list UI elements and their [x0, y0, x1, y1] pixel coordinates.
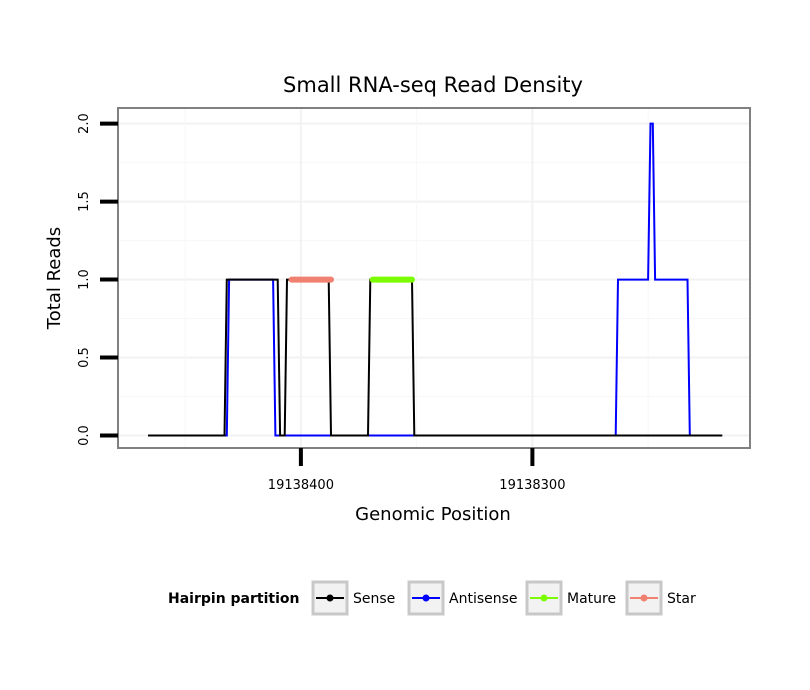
x-tick-label: 19138400 [268, 478, 334, 493]
chart-title: Small RNA-seq Read Density [283, 73, 583, 97]
legend-key-point [540, 594, 548, 602]
x-tick-label: 19138300 [499, 478, 565, 493]
legend-key-point [422, 594, 430, 602]
y-axis-label: Total Reads [44, 227, 65, 330]
legend-label: Sense [353, 591, 395, 607]
legend-label: Star [667, 591, 696, 607]
legend-title: Hairpin partition [168, 591, 299, 607]
legend: Hairpin partition Sense Antisense Mature St… [168, 580, 696, 616]
y-tick-label: 2.0 [77, 113, 92, 134]
plot-panel [118, 108, 750, 448]
series-layer [148, 122, 723, 437]
legend-label: Mature [567, 591, 616, 607]
y-tick-label: 0.0 [77, 425, 92, 446]
y-tick-label: 1.0 [77, 269, 92, 290]
y-tick-label: 0.5 [77, 347, 92, 368]
x-axis-label: Genomic Position [355, 504, 511, 525]
y-tick-label: 1.5 [77, 191, 92, 212]
axes: 0.0 0.5 1.0 1.5 2.0 19138400 19138300 [77, 113, 565, 493]
legend-label: Antisense [449, 591, 518, 607]
legend-key-point [326, 594, 334, 602]
legend-key-point [640, 594, 648, 602]
